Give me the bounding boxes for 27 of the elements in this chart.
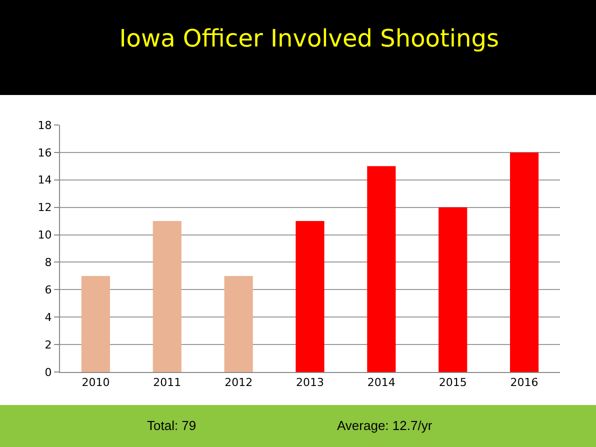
x-tick-label: 2011 [153,376,182,390]
x-tick-label: 2012 [224,376,253,390]
y-tick-label: 6 [44,284,52,297]
bar [438,207,468,372]
bar [296,221,324,372]
y-tick-label: 2 [44,338,52,352]
y-tick-label: 10 [38,228,52,242]
bar [367,166,396,372]
y-tick-label: 4 [44,310,52,324]
text: Total: 79 [147,418,196,433]
bar [510,152,539,372]
bar [152,221,182,372]
x-tick-label: 2016 [510,376,538,390]
y-tick-label: 18 [38,118,52,132]
x-tick-label: 2010 [82,376,110,390]
text: Average: 12.7/yr [337,418,433,433]
x-tick-label: 2014 [367,376,396,390]
y-tick-label: 16 [38,146,52,160]
x-tick-label: 2013 [296,376,324,390]
bar [224,276,253,372]
y-tick-label: 8 [44,256,52,270]
y-tick-label: 12 [38,201,52,214]
x-tick-label: 2015 [438,376,467,390]
y-tick-label: 0 [44,366,52,379]
chart-title: Iowa Officer Involved Shootings [119,24,499,52]
bar [81,276,110,372]
y-tick-label: 14 [38,174,52,187]
